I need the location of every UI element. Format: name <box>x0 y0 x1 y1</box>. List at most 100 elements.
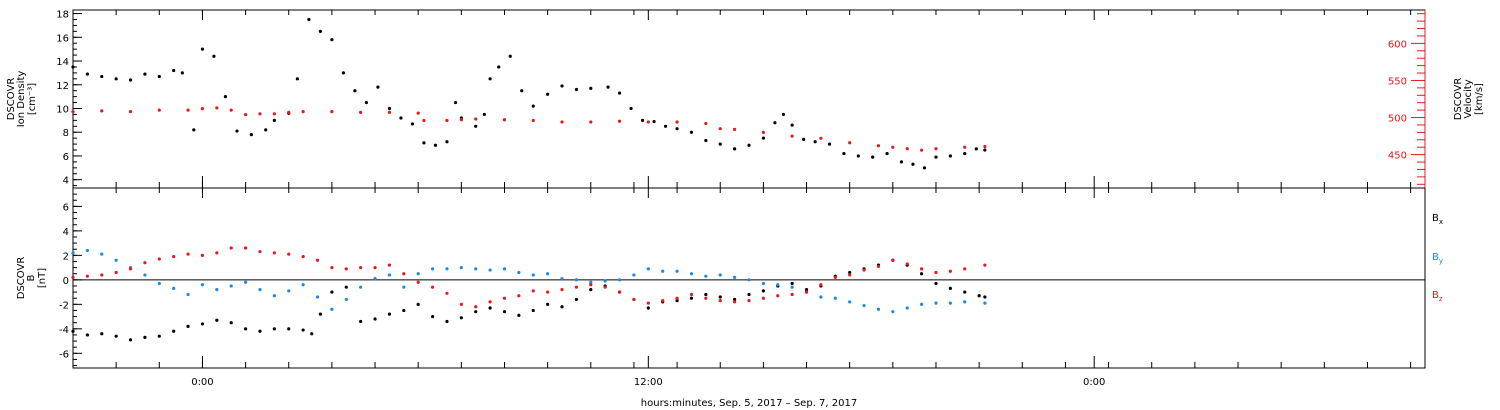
b-field-tick-label: -4 <box>59 325 69 336</box>
bz-point <box>862 268 866 272</box>
velocity-point <box>531 118 535 123</box>
bx-point <box>301 328 305 332</box>
density-point <box>353 89 357 93</box>
bx-point <box>100 332 104 336</box>
by-point <box>919 302 924 306</box>
top-left-ticks: 4 6 8 10 12 14 16 18 <box>56 10 82 187</box>
density-points <box>71 17 987 170</box>
by-point <box>272 294 276 298</box>
bz-point <box>546 290 550 294</box>
bx-point <box>373 317 377 321</box>
bz-point <box>488 300 492 304</box>
by-point <box>301 283 305 287</box>
density-point <box>307 17 311 22</box>
bz-point <box>617 290 622 294</box>
density-point <box>574 87 579 92</box>
by-point <box>186 292 190 297</box>
density-point <box>295 77 299 81</box>
bz-point <box>848 273 852 277</box>
bz-point <box>963 267 967 271</box>
bz-point <box>589 283 593 287</box>
bz-point <box>215 251 219 255</box>
bx-point <box>430 314 435 319</box>
bx-point <box>287 327 291 331</box>
bx-point <box>790 281 794 286</box>
density-tick-label: 4 <box>63 176 69 187</box>
velocity-point <box>891 145 895 149</box>
velocity-point <box>848 141 852 145</box>
bz-point <box>272 251 276 255</box>
legend-by: By <box>1432 252 1443 265</box>
by-point <box>934 301 938 305</box>
by-point <box>100 252 104 256</box>
by-point <box>531 273 535 277</box>
x-tick-label: 0:00 <box>1083 377 1105 388</box>
by-point <box>963 300 967 304</box>
density-title-line2: Ion Density <box>16 71 27 128</box>
bz-point <box>776 294 780 298</box>
bx-point <box>258 329 262 333</box>
by-point <box>675 269 679 273</box>
bx-point <box>85 333 89 337</box>
by-point <box>243 280 248 284</box>
density-point <box>488 77 492 81</box>
by-point <box>646 267 650 271</box>
density-point <box>781 112 786 117</box>
bx-point <box>172 329 176 333</box>
b-axis-title: DSCOVR B [nT] <box>16 257 48 300</box>
velocity-point <box>983 144 987 149</box>
density-point <box>827 142 832 146</box>
velocity-point <box>422 118 426 123</box>
bz-point <box>502 296 507 300</box>
bz-point <box>229 246 233 250</box>
density-point <box>652 119 656 124</box>
density-point <box>364 100 369 105</box>
bz-point <box>646 301 650 305</box>
legend: Bx By Bz <box>1432 213 1443 303</box>
top-panel-frame <box>72 9 1426 189</box>
bx-point <box>186 324 190 328</box>
bx-point <box>215 318 219 322</box>
velocity-point <box>243 112 248 117</box>
by-point <box>172 286 176 291</box>
density-point <box>911 162 915 166</box>
b-field-tick-label: 6 <box>63 202 69 213</box>
bz-point <box>287 252 291 256</box>
bx-point <box>114 334 118 338</box>
velocity-point <box>186 108 190 112</box>
density-point <box>983 148 987 152</box>
density-tick-label: 10 <box>56 104 69 115</box>
by-point <box>315 295 320 299</box>
density-point <box>974 147 978 151</box>
by-point <box>416 272 420 276</box>
density-point <box>223 95 228 99</box>
by-point <box>474 267 478 271</box>
bz-point <box>905 262 909 266</box>
bz-point <box>983 263 987 267</box>
bz-point <box>359 265 363 270</box>
velocity-tick-label: 600 <box>1388 39 1407 50</box>
velocity-point <box>387 110 392 114</box>
bx-point <box>310 332 314 336</box>
velocity-point <box>790 134 794 138</box>
velocity-tick-label: 550 <box>1388 76 1407 87</box>
bx-point <box>318 312 322 316</box>
velocity-point <box>416 111 420 115</box>
bz-points <box>71 246 987 309</box>
density-point <box>640 118 645 122</box>
velocity-title-line1: DSCOVR <box>1453 78 1464 121</box>
density-point <box>813 140 817 144</box>
velocity-point <box>301 110 305 114</box>
bz-point <box>243 246 248 250</box>
bz-point <box>689 292 694 297</box>
density-point <box>663 124 668 128</box>
bx-point <box>459 316 463 320</box>
density-point <box>180 71 184 75</box>
by-point <box>402 285 406 289</box>
bz-point <box>574 285 579 289</box>
by-point <box>546 272 550 276</box>
bottom-panel-frame <box>72 187 1426 369</box>
velocity-point <box>819 136 823 140</box>
by-point <box>517 270 521 275</box>
by-point <box>330 307 334 311</box>
